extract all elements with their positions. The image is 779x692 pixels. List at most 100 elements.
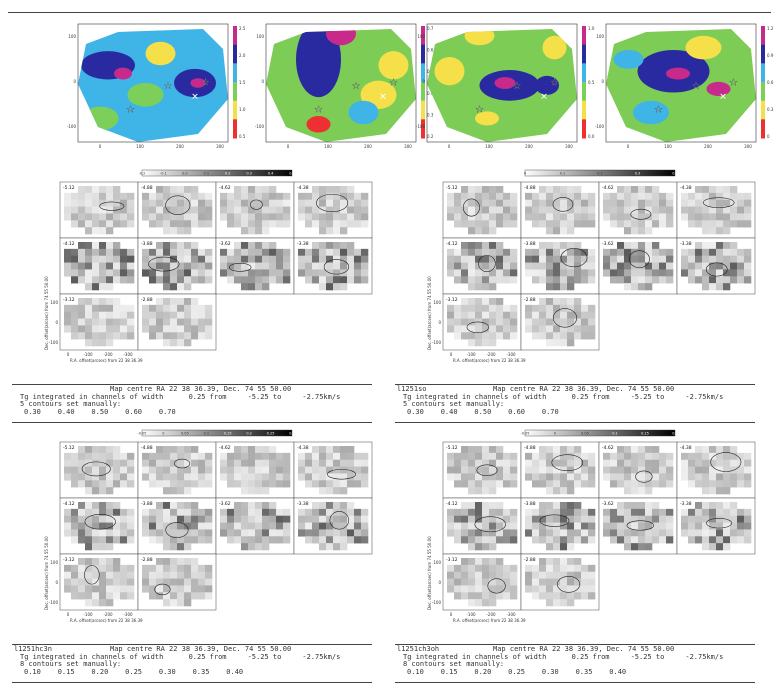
- channel-pixel: [191, 459, 199, 467]
- channel-pixel: [546, 220, 554, 228]
- channel-pixel: [546, 332, 554, 340]
- channel-pixel: [127, 592, 135, 600]
- channel-pixel: [489, 255, 497, 263]
- channel-pixel: [205, 262, 213, 270]
- channel-pixel: [645, 255, 653, 263]
- channel-pixel: [560, 452, 568, 461]
- map-x-tick-label: 200: [364, 144, 372, 149]
- channel-pixel: [496, 466, 504, 474]
- channel-pixel: [525, 508, 533, 517]
- channel-pixel: [99, 459, 107, 467]
- channel-pixel: [567, 311, 575, 319]
- channel-pixel: [305, 213, 313, 221]
- channel-pixel: [482, 213, 490, 221]
- map-y-tick-label: 0: [73, 79, 76, 84]
- channel-pixel: [234, 452, 242, 461]
- channel-pixel: [666, 213, 674, 221]
- channel-pixel: [319, 466, 327, 474]
- channel-pixel: [546, 283, 554, 291]
- channel-pixel: [567, 459, 575, 467]
- channel-pixel: [702, 536, 710, 544]
- channel-pixel: [120, 508, 128, 517]
- channel-pixel: [113, 592, 121, 600]
- channel-pixel: [85, 585, 93, 593]
- channel-pixel: [156, 311, 164, 319]
- channel-pixel: [525, 262, 533, 270]
- channel-pixel: [64, 564, 72, 573]
- channel-pixel: [106, 522, 114, 530]
- channel-pixel: [631, 466, 639, 474]
- channel-pixel: [631, 446, 639, 454]
- channel-pixel: [539, 508, 547, 517]
- channel-pixel: [120, 529, 128, 537]
- channel-pixel: [503, 325, 511, 333]
- channel-pixel: [184, 213, 192, 221]
- channel-pixel: [496, 325, 504, 333]
- channel-pixel: [92, 248, 100, 257]
- channel-pixel: [120, 192, 128, 201]
- channel-pixel: [546, 248, 554, 257]
- channel-pixel: [85, 262, 93, 270]
- channel-pixel: [177, 227, 185, 235]
- channel-pixel: [198, 466, 206, 474]
- channel-pixel: [241, 508, 249, 517]
- channel-pixel: [617, 199, 625, 207]
- channel-pixel: [468, 262, 476, 270]
- channel-pixel: [78, 262, 86, 270]
- channel-pixel: [340, 248, 348, 257]
- channel-pixel: [85, 578, 93, 586]
- channel-pixel: [723, 255, 731, 263]
- channel-pixel: [71, 248, 79, 257]
- channel-pixel: [666, 255, 674, 263]
- map-x-tick-label: 100: [136, 144, 144, 149]
- channel-pixel: [340, 515, 348, 523]
- channel-pixel: [546, 515, 554, 523]
- channel-pixel: [305, 480, 313, 488]
- channel-pixel: [99, 311, 107, 319]
- channel-pixel: [113, 502, 121, 510]
- channel-pixel: [248, 213, 256, 221]
- y-axis-label: Dec. offset(arcsec) from 74 55 50.00: [427, 276, 432, 350]
- channel-pixel: [262, 515, 270, 523]
- channel-pixel: [468, 515, 476, 523]
- map-y-tick-label: 0: [422, 79, 425, 84]
- channel-pixel: [149, 585, 157, 593]
- channel-pixel: [482, 298, 490, 306]
- channel-pixel: [99, 220, 107, 228]
- velocity-label: -3.62: [219, 501, 231, 507]
- channel-pixel: [276, 192, 284, 201]
- contour-line: [165, 522, 189, 538]
- map-x-tick-label: 0: [448, 144, 451, 149]
- channel-pixel: [631, 192, 639, 201]
- channel-pixel: [546, 318, 554, 326]
- channel-pixel: [163, 585, 171, 593]
- channel-pixel: [92, 192, 100, 201]
- channel-pixel: [475, 446, 483, 454]
- channel-pixel: [283, 515, 291, 523]
- channel-pixel: [113, 242, 121, 250]
- channel-pixel: [560, 466, 568, 474]
- channel-pixel: [255, 242, 263, 250]
- channel-pixel: [85, 325, 93, 333]
- channel-pixel: [468, 487, 476, 495]
- channel-pixel: [496, 558, 504, 566]
- channel-pixel: [333, 459, 341, 467]
- channel-pixel: [454, 332, 462, 340]
- channel-pixel: [553, 480, 561, 488]
- channel-pixel: [553, 502, 561, 510]
- channel-map-cell: -2.88: [137, 553, 217, 611]
- channel-pixel: [227, 529, 235, 537]
- velocity-label: -3.38: [680, 501, 692, 507]
- channel-pixel: [142, 304, 150, 313]
- channel-pixel: [220, 459, 228, 467]
- channel-pixel: [588, 262, 596, 270]
- channel-pixel: [631, 529, 639, 537]
- channel-pixel: [205, 522, 213, 530]
- channel-pixel: [170, 585, 178, 593]
- channel-pixel: [127, 536, 135, 544]
- channel-pixel: [503, 206, 511, 214]
- channel-pixel: [234, 269, 242, 277]
- channel-pixel: [113, 304, 121, 313]
- channel-pixel: [489, 332, 497, 340]
- channel-pixel: [624, 536, 632, 544]
